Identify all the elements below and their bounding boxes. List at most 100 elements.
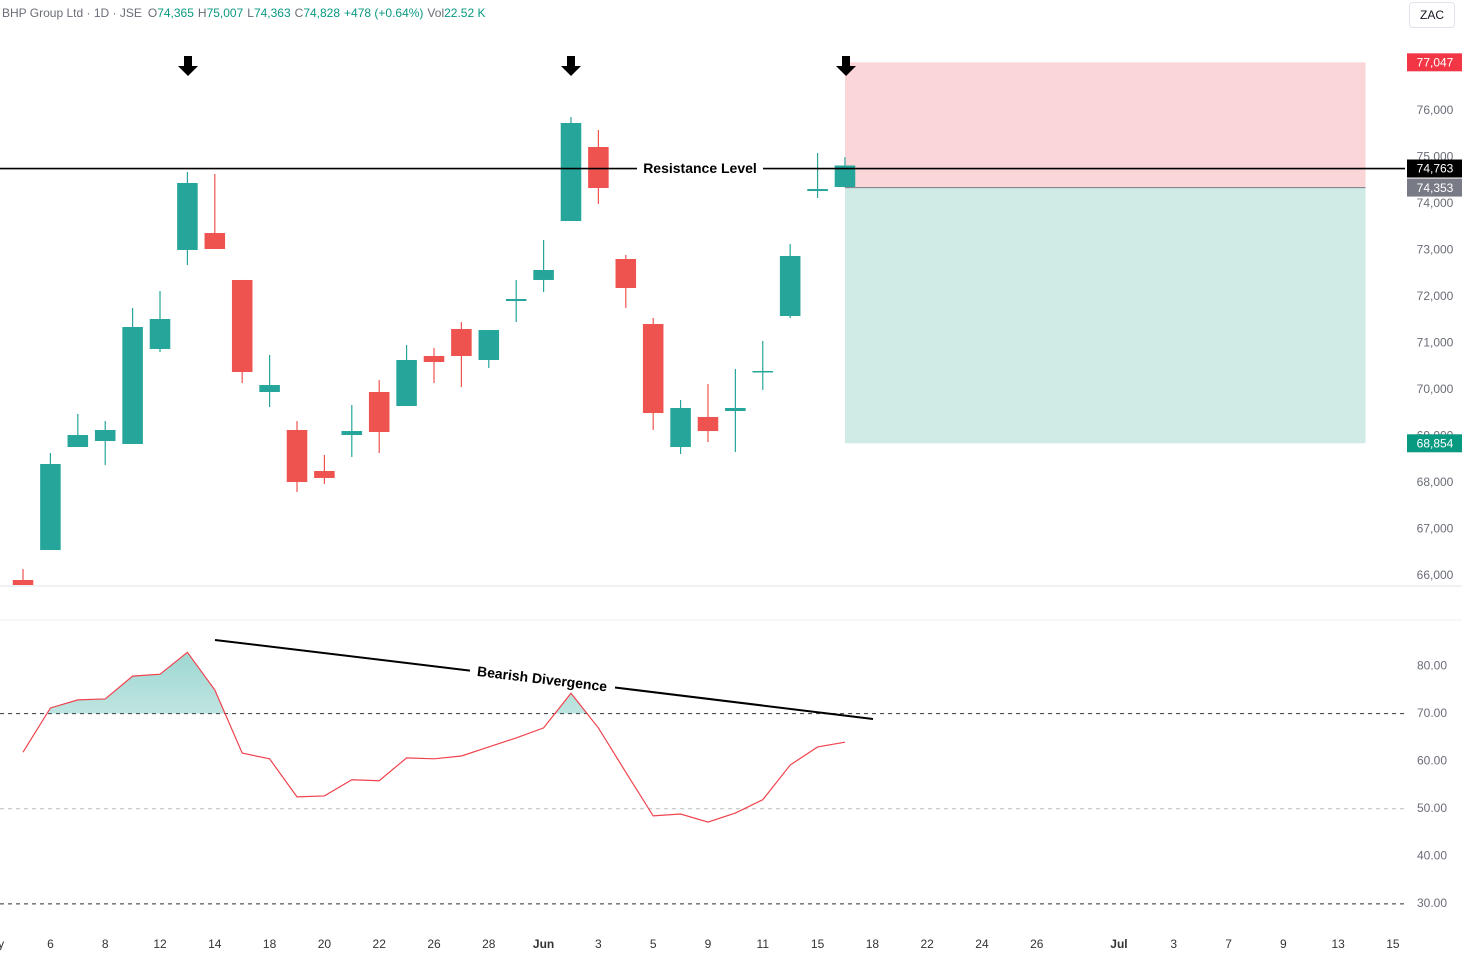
candle-body	[588, 146, 609, 189]
candle-body	[231, 279, 253, 373]
ohlc-label: O	[147, 6, 158, 20]
x-tick-label: 14	[208, 937, 222, 951]
divergence-label: Bearish Divergence	[476, 663, 608, 695]
candle-body	[286, 429, 308, 483]
price-badge-label: 74,763	[1417, 162, 1454, 176]
x-tick-label: 24	[975, 937, 989, 951]
rsi-line	[22, 651, 846, 823]
x-tick-label: Jul	[1110, 937, 1127, 951]
y-tick-label: 40.00	[1417, 848, 1447, 862]
y-tick-label: 73,000	[1417, 243, 1454, 257]
ohlc-label: C	[294, 6, 304, 20]
currency-button[interactable]: ZAC	[1409, 2, 1455, 28]
down-arrow	[836, 56, 856, 76]
down-arrow	[561, 56, 581, 76]
candle-body	[834, 165, 856, 188]
candle-body	[368, 391, 390, 432]
legend-header: BHP Group Ltd · 1D · JSE O74,365 H75,007 L7…	[2, 6, 489, 20]
x-tick-label: 20	[318, 937, 332, 951]
candle-body	[67, 435, 89, 448]
ohlc-label: L	[247, 6, 254, 20]
candle-body	[12, 580, 34, 586]
candle-body	[533, 269, 554, 280]
price-badge-label: 74,353	[1417, 181, 1454, 195]
candle-body	[341, 431, 363, 436]
x-tick-label: 6	[47, 937, 54, 951]
candle-body	[94, 429, 116, 442]
x-tick-label: 22	[920, 937, 934, 951]
resistance-label: Resistance Level	[643, 160, 757, 176]
x-tick-label: 22	[373, 937, 387, 951]
candle-body	[779, 255, 801, 317]
candle-body	[423, 356, 445, 363]
price-badge-label: 68,854	[1417, 436, 1454, 450]
ohlc-value: 74,365	[157, 6, 194, 20]
candle-body	[396, 360, 417, 406]
volume-label: Vol	[427, 6, 445, 20]
ohlc-value: 74,828	[303, 6, 341, 20]
candle-body	[177, 182, 198, 250]
candle-body	[259, 385, 280, 392]
y-tick-label: 70,000	[1417, 382, 1454, 396]
x-tick-label: 28	[482, 937, 496, 951]
price-badge	[1407, 159, 1462, 178]
candle-body	[122, 326, 143, 444]
y-tick-label: 71,000	[1417, 336, 1454, 350]
volume-value: 22.52 K	[444, 6, 486, 20]
x-tick-label: Jun	[533, 937, 554, 951]
candle-body	[615, 259, 637, 288]
y-tick-label: 30.00	[1417, 896, 1447, 910]
x-tick-label: 5	[650, 937, 657, 951]
candle-body	[560, 122, 582, 222]
candle-body	[505, 298, 527, 301]
candle-body	[670, 407, 691, 448]
price-badge-label: 77,047	[1417, 55, 1454, 69]
y-tick-label: 60.00	[1417, 753, 1447, 767]
x-tick-label: 8	[102, 937, 109, 951]
x-tick-label: 3	[1170, 937, 1177, 951]
y-tick-label: 76,000	[1417, 103, 1454, 117]
candle-body	[642, 324, 664, 414]
x-tick-label: 18	[866, 937, 880, 951]
candle-body	[204, 233, 226, 250]
candle-body	[752, 370, 774, 373]
resistance-label-bg	[637, 158, 763, 179]
price-badge	[1407, 178, 1462, 197]
y-tick-label: 80.00	[1417, 658, 1447, 672]
y-tick-label: 70.00	[1417, 706, 1447, 720]
x-tick-label: 15	[1386, 937, 1400, 951]
y-tick-label: 68,000	[1417, 475, 1454, 489]
x-tick-label: 9	[1280, 937, 1287, 951]
symbol: BHP Group Ltd · 1D · JSE	[2, 6, 142, 20]
x-tick-label: 11	[757, 937, 770, 951]
arrows	[178, 56, 856, 76]
x-tick-label: 18	[263, 937, 277, 951]
candle-body	[478, 330, 500, 361]
x-tick-label: 26	[1030, 937, 1044, 951]
candle-body	[451, 328, 472, 357]
price-badge	[1407, 434, 1462, 453]
candle-body	[807, 189, 828, 192]
candle-body	[697, 417, 719, 432]
ohlc-value: 74,363	[253, 6, 291, 20]
x-tick-label: 15	[811, 937, 825, 951]
y-tick-label: 74,000	[1417, 196, 1454, 210]
ohlc-value: 75,007	[206, 6, 244, 20]
target-zone	[844, 187, 1366, 444]
change: +478 (+0.64%)	[344, 6, 424, 20]
candle-body	[149, 318, 171, 349]
divergence-line	[214, 639, 471, 672]
divergence-line	[614, 686, 874, 720]
stop-zone	[844, 62, 1366, 188]
x-tick-label: y	[0, 937, 4, 951]
ohlc-label: H	[197, 6, 207, 20]
x-tick-label: 9	[705, 937, 712, 951]
x-tick-label: 7	[1225, 937, 1232, 951]
candle-body	[314, 471, 335, 478]
y-tick-label: 66,000	[1417, 568, 1454, 582]
price-badge	[1407, 53, 1462, 72]
y-tick-label: 67,000	[1417, 522, 1454, 536]
x-tick-label: 13	[1331, 937, 1345, 951]
